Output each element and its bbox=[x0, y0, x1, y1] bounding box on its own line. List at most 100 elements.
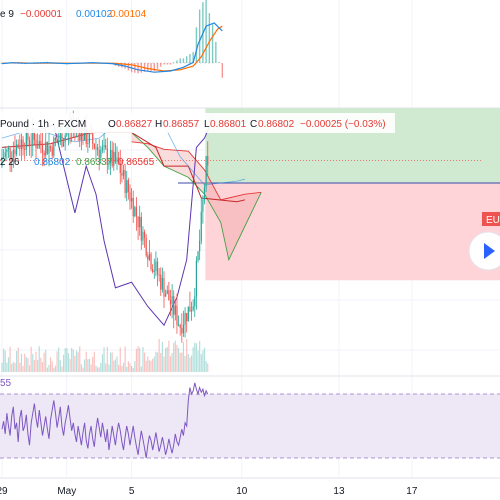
macd-histogram-bar bbox=[179, 58, 181, 63]
volume-bar bbox=[137, 346, 139, 372]
price-tag: EU bbox=[482, 212, 500, 226]
volume-bar bbox=[173, 342, 175, 372]
symbol-title[interactable]: Pound · 1h · FXCM bbox=[0, 119, 86, 130]
volume-bar bbox=[72, 349, 74, 372]
rsi-legend-value: 55 bbox=[0, 378, 12, 389]
candle-body bbox=[66, 131, 68, 136]
rsi-band-fill bbox=[0, 394, 500, 458]
volume-bar bbox=[174, 340, 176, 372]
volume-bar bbox=[27, 358, 29, 372]
volume-bar bbox=[129, 363, 131, 372]
candle-body bbox=[165, 293, 167, 297]
candle-body bbox=[145, 237, 147, 256]
volume-bar bbox=[43, 352, 45, 372]
volume-bar bbox=[38, 346, 40, 372]
macd-legend-label: e 9 bbox=[0, 9, 14, 20]
volume-bar bbox=[51, 361, 53, 372]
volume-bar bbox=[184, 355, 186, 372]
volume-bar bbox=[4, 350, 6, 372]
volume-bar bbox=[88, 358, 91, 372]
candle-body bbox=[200, 211, 202, 241]
candle-body bbox=[137, 216, 139, 228]
macd-histogram-bar bbox=[153, 63, 155, 72]
candle-body bbox=[134, 207, 136, 217]
candle-body bbox=[119, 163, 121, 174]
macd-histogram-bar bbox=[176, 60, 178, 63]
volume-bar bbox=[169, 356, 172, 372]
candle-body bbox=[127, 180, 129, 193]
volume-bar bbox=[108, 364, 110, 372]
macd-histogram-bar bbox=[211, 24, 214, 63]
candle-body bbox=[124, 170, 126, 194]
candle-body bbox=[129, 192, 131, 202]
volume-bar bbox=[98, 367, 100, 372]
rsi-layer bbox=[0, 382, 500, 459]
volume-bar bbox=[203, 347, 206, 372]
candle-body bbox=[17, 144, 19, 148]
candle-body bbox=[179, 324, 181, 328]
candle-body bbox=[197, 251, 199, 261]
candle-body bbox=[41, 144, 44, 153]
volume-bar bbox=[200, 354, 202, 372]
volume-bar bbox=[197, 350, 199, 372]
candle-body bbox=[163, 277, 165, 297]
play-button[interactable] bbox=[468, 231, 500, 271]
macd-line-value: 0.00102 bbox=[76, 9, 113, 20]
macd-layer bbox=[0, 0, 224, 78]
volume-bar bbox=[67, 353, 70, 372]
candle-body bbox=[143, 231, 146, 238]
volume-bar bbox=[66, 348, 68, 372]
candle-body bbox=[203, 187, 206, 200]
candle-body bbox=[114, 151, 116, 163]
candle-body bbox=[169, 300, 172, 305]
symbol-header[interactable]: Pound · 1h · FXCM O 0.86827 H 0.86857 L … bbox=[0, 113, 395, 133]
candle-body bbox=[111, 150, 113, 166]
macd-histogram-bar bbox=[134, 63, 136, 73]
candle-body bbox=[150, 254, 152, 270]
volume-bar bbox=[119, 347, 121, 372]
volume-bar bbox=[121, 366, 123, 372]
candle-body bbox=[54, 137, 57, 141]
ohlc-close-key: C bbox=[250, 119, 257, 130]
macd-main-line bbox=[1, 22, 223, 73]
volume-bar bbox=[202, 350, 204, 372]
candle-body bbox=[118, 157, 120, 164]
volume-bar bbox=[189, 357, 191, 372]
macd-histogram-bar bbox=[221, 63, 224, 78]
candle-body bbox=[108, 163, 110, 166]
x-axis-tick-label: 17 bbox=[406, 486, 418, 497]
candle-body bbox=[24, 148, 26, 150]
volume-bar bbox=[17, 347, 19, 372]
volume-bar bbox=[122, 362, 125, 372]
macd-histogram-bar bbox=[163, 63, 165, 65]
volume-bar bbox=[163, 356, 165, 372]
ichimoku-cloud bbox=[131, 132, 262, 260]
volume-bar bbox=[96, 367, 99, 372]
candle-body bbox=[100, 149, 102, 158]
candle-body bbox=[80, 128, 82, 141]
candle-body bbox=[153, 270, 155, 272]
macd-histogram-bar bbox=[182, 58, 185, 63]
volume-bar bbox=[54, 365, 57, 372]
ohlc-high-key: H bbox=[155, 119, 162, 130]
macd-histogram-bar bbox=[185, 56, 188, 63]
volume-bar bbox=[155, 351, 157, 372]
play-icon[interactable] bbox=[484, 243, 495, 259]
candle-body bbox=[37, 147, 39, 149]
candle-body bbox=[90, 132, 92, 134]
candle-body bbox=[195, 260, 197, 297]
position-tool[interactable] bbox=[178, 108, 500, 281]
candle-body bbox=[32, 130, 34, 146]
candle-body bbox=[202, 199, 204, 212]
volume-bar bbox=[192, 347, 194, 372]
candle-body bbox=[109, 150, 112, 164]
volume-bar bbox=[143, 352, 146, 372]
volume-bar bbox=[22, 366, 24, 372]
candle-body bbox=[93, 143, 95, 149]
candle-body bbox=[4, 152, 6, 157]
candle-body bbox=[30, 144, 32, 146]
volume-bar bbox=[56, 351, 58, 372]
volume-bar bbox=[177, 348, 180, 372]
